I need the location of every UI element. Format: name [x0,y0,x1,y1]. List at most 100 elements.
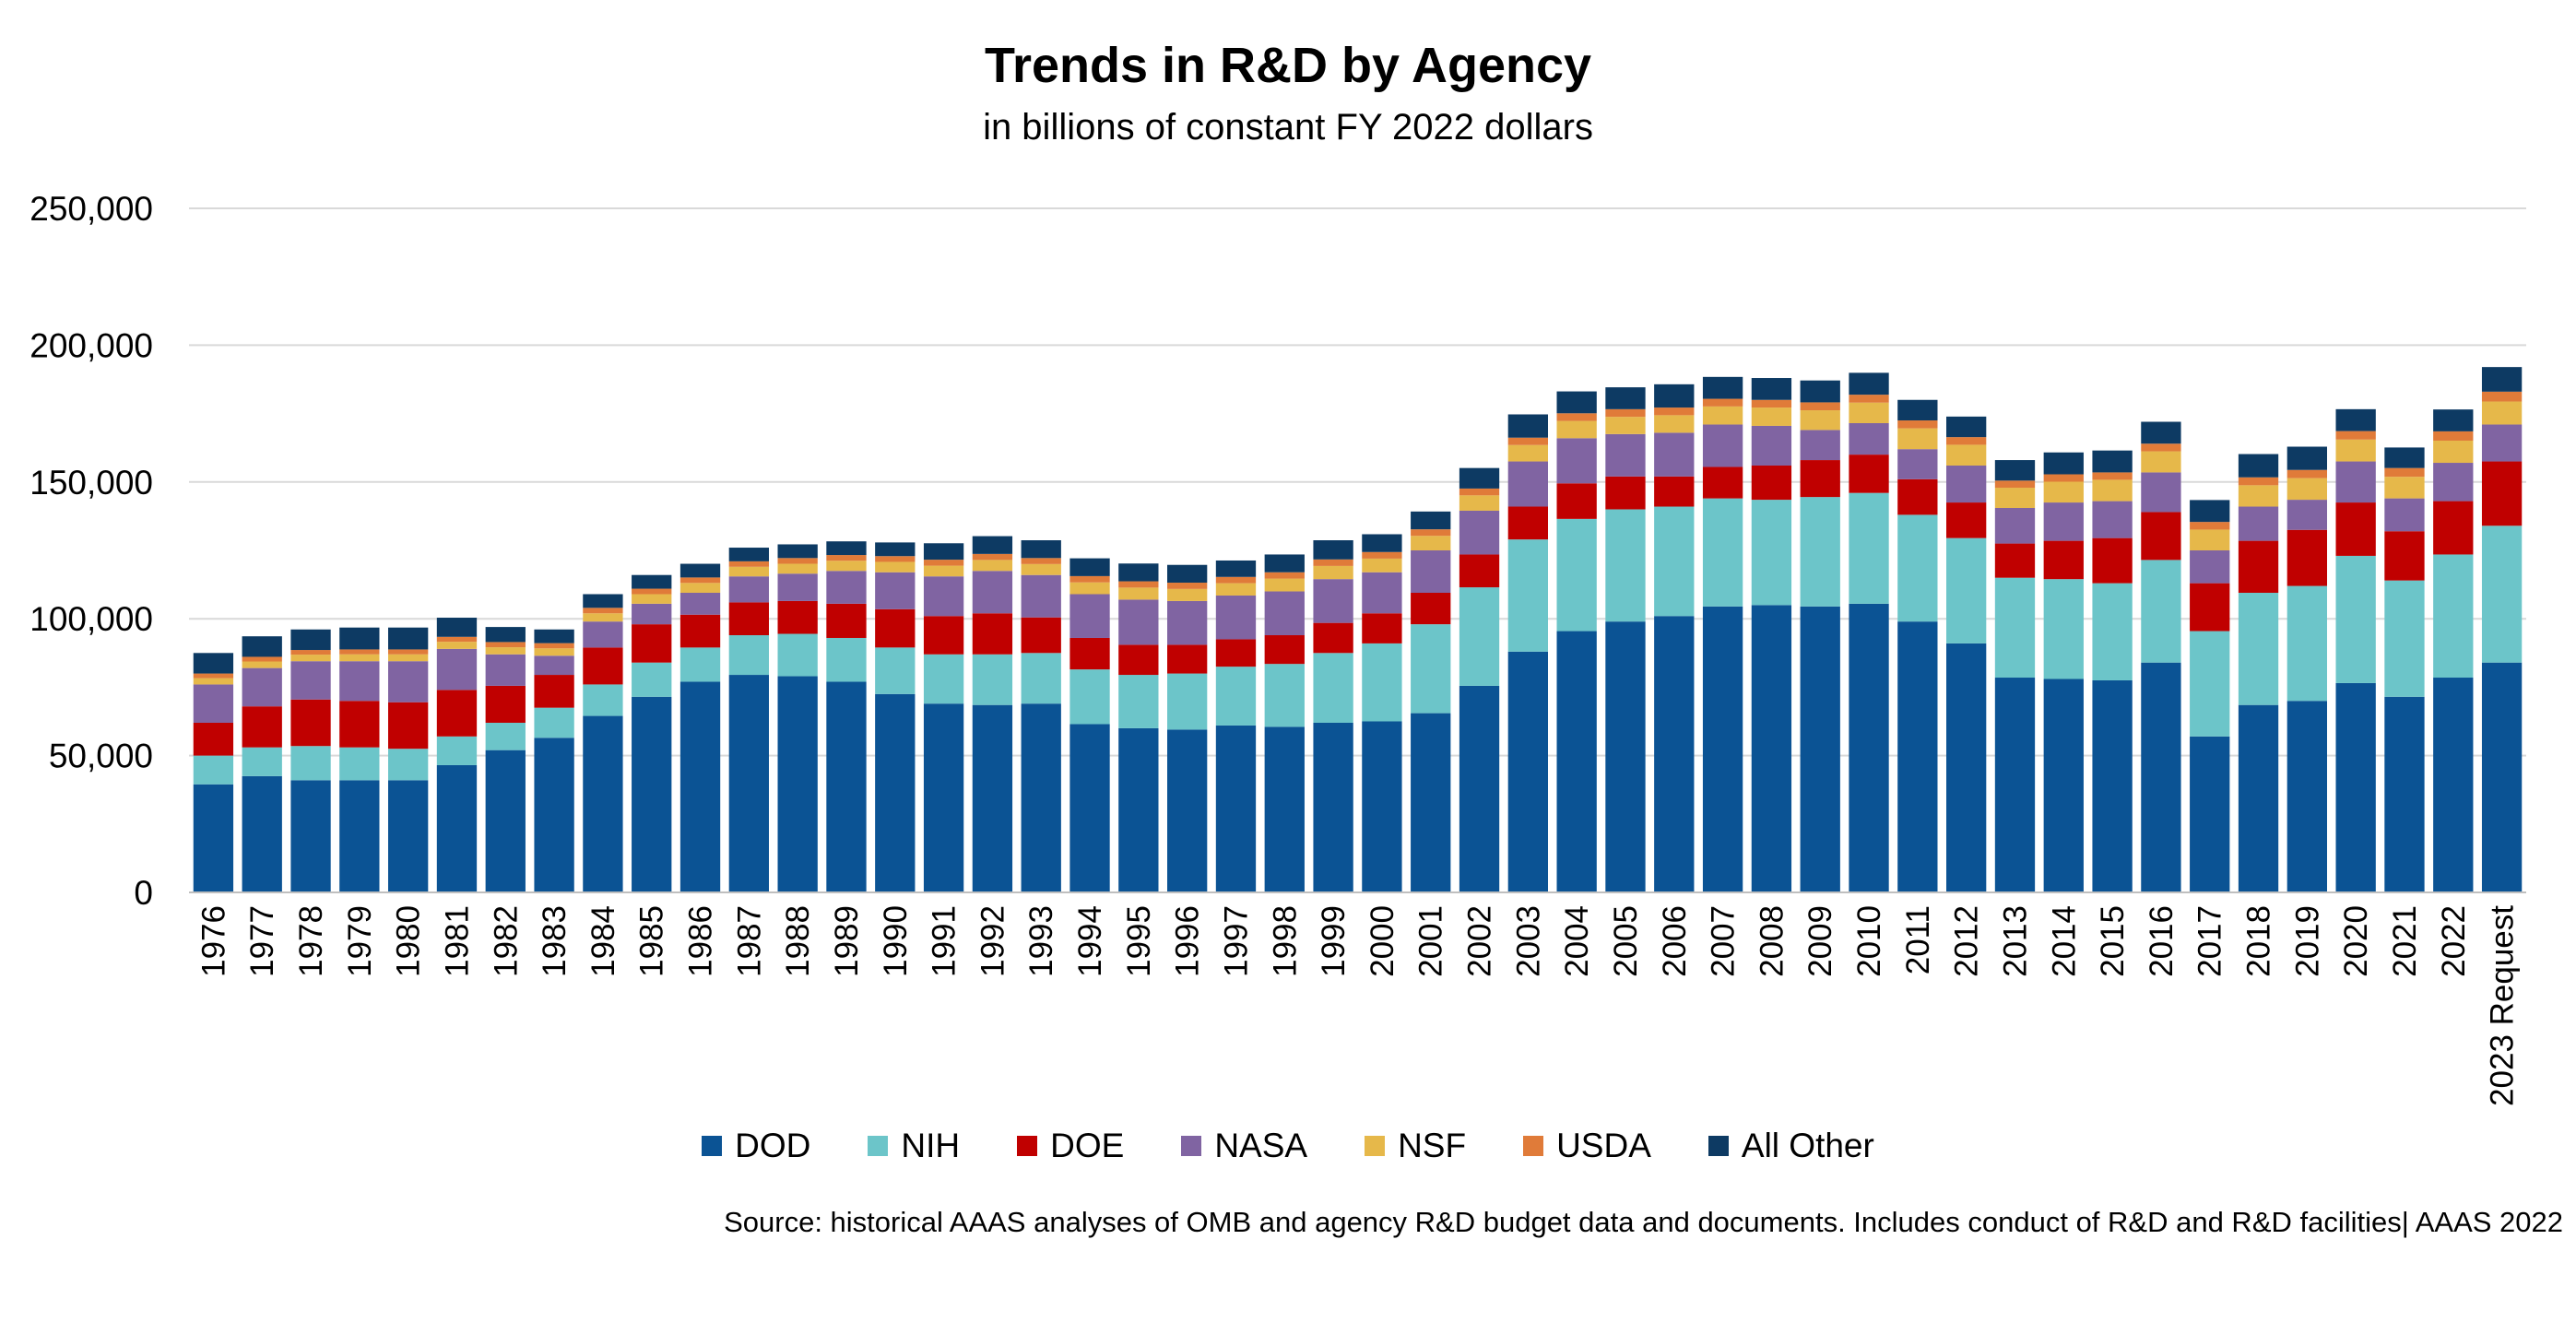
bar-segment-nasa [777,573,818,601]
bar-segment-usda [2190,522,2230,530]
bar-segment-nsf [193,678,234,685]
bar-group-2014 [2043,452,2084,892]
bar-segment-dod [2092,679,2133,892]
bar-segment-usda [679,577,721,584]
x-tick-label: 1996 [1170,905,1206,977]
bar-segment-all-other [1556,391,1597,414]
legend-item-doe: DOE [1017,1127,1124,1165]
bar-segment-usda [290,650,331,655]
bar-segment-nsf [1021,563,1061,575]
bar-segment-nsf [1069,582,1110,595]
bar-segment-dod [1556,631,1597,892]
bar-segment-dod [1313,722,1353,892]
x-tick-label: 2007 [1706,905,1742,977]
bar-segment-dod [875,693,916,892]
bar-segment-nasa [242,667,282,707]
bar-segment-dod [2384,696,2425,892]
bar-group-1990 [875,542,916,892]
bar-segment-nasa [388,661,429,702]
chart-subtitle: in billions of constant FY 2022 dollars [983,107,1593,148]
x-tick-label: 2015 [2095,905,2131,977]
bar-segment-all-other [388,627,429,650]
bar-segment-all-other [1702,376,1743,399]
bar-segment-all-other [2141,421,2181,444]
bar-segment-nih [534,707,574,738]
bar-segment-dod [1800,606,1840,892]
bar-segment-nih [777,633,818,677]
bar-group-1996 [1167,564,1208,892]
bar-segment-doe [1021,617,1061,654]
bar-segment-all-other [972,536,1013,554]
bar-group-1979 [339,627,380,892]
bar-segment-nsf [2286,478,2327,501]
bar-segment-usda [923,560,964,566]
bar-segment-doe [193,722,234,756]
bar-segment-dod [290,780,331,892]
x-tick-label: 2010 [1851,905,1887,977]
gridlines [189,207,2526,757]
bar-segment-nih [1362,643,1402,722]
bar-segment-nsf [1411,536,1451,550]
bar-segment-nsf [1946,444,1987,466]
bar-segment-dod [679,681,721,892]
bar-segment-nasa [1411,550,1451,593]
bar-group-1981 [436,618,478,892]
bar-segment-dod [1118,727,1159,892]
bar-segment-nih [923,654,964,704]
bar-group-2012 [1946,416,1987,892]
bar-segment-usda [193,673,234,679]
bar-segment-all-other [1800,380,1840,403]
bar-segment-doe [1849,455,1889,493]
bar-segment-all-other [1605,387,1646,409]
bar-segment-doe [2286,529,2327,586]
x-tick-label: 2018 [2241,905,2277,977]
bar-segment-dod [485,750,526,892]
bar-segment-nsf [1459,495,1500,511]
bar-segment-usda [1069,575,1110,583]
bar-segment-usda [1605,408,1646,418]
bar-segment-nih [1507,539,1548,652]
bar-segment-nih [1215,667,1257,726]
x-tick-label: 2001 [1413,905,1449,977]
bar-segment-dod [2335,682,2376,892]
bar-segment-nasa [679,593,721,615]
x-tick-label: 2006 [1657,905,1693,977]
bar-segment-nsf [1167,588,1208,601]
legend-swatch [1707,1136,1729,1156]
bar-group-2002 [1459,467,1500,892]
bar-segment-dod [2141,662,2181,892]
bar-segment-nih [1021,653,1061,704]
bar-segment-usda [2335,431,2376,440]
bar-segment-doe [2433,501,2474,555]
bar-segment-all-other [1069,558,1110,576]
bar-group-2009 [1800,380,1840,892]
bar-segment-nasa [193,684,234,723]
bar-segment-usda [1702,398,1743,407]
bar-segment-nih [1849,492,1889,604]
bar-segment-nih [339,747,380,781]
bar-segment-dod [2286,701,2327,892]
x-tick-label: 1995 [1121,905,1157,977]
bar-segment-doe [2190,583,2230,632]
bar-segment-dod [1459,685,1500,892]
bar-segment-doe [290,699,331,747]
bar-segment-usda [2433,431,2474,441]
bar-segment-all-other [485,627,526,643]
x-tick-label: 2020 [2338,905,2374,977]
bar-group-2006 [1654,384,1695,892]
x-tick-label: 1999 [1316,905,1352,977]
bar-segment-dod [1264,726,1305,892]
bar-segment-dod [1849,603,1889,892]
bar-segment-nsf [1215,583,1257,596]
bar-group-1989 [826,541,867,892]
bar-segment-dod [1994,678,2036,892]
bar-segment-nsf [436,642,478,649]
legend-item-all-other: All Other [1707,1127,1874,1165]
bar-group-2016 [2141,421,2181,892]
x-tick-label: 2000 [1365,905,1400,977]
bar-segment-nsf [2433,440,2474,464]
bar-segment-usda [632,588,672,595]
bar-segment-nsf [632,594,672,604]
bar-segment-all-other [2043,452,2084,475]
bar-segment-nih [826,637,867,682]
